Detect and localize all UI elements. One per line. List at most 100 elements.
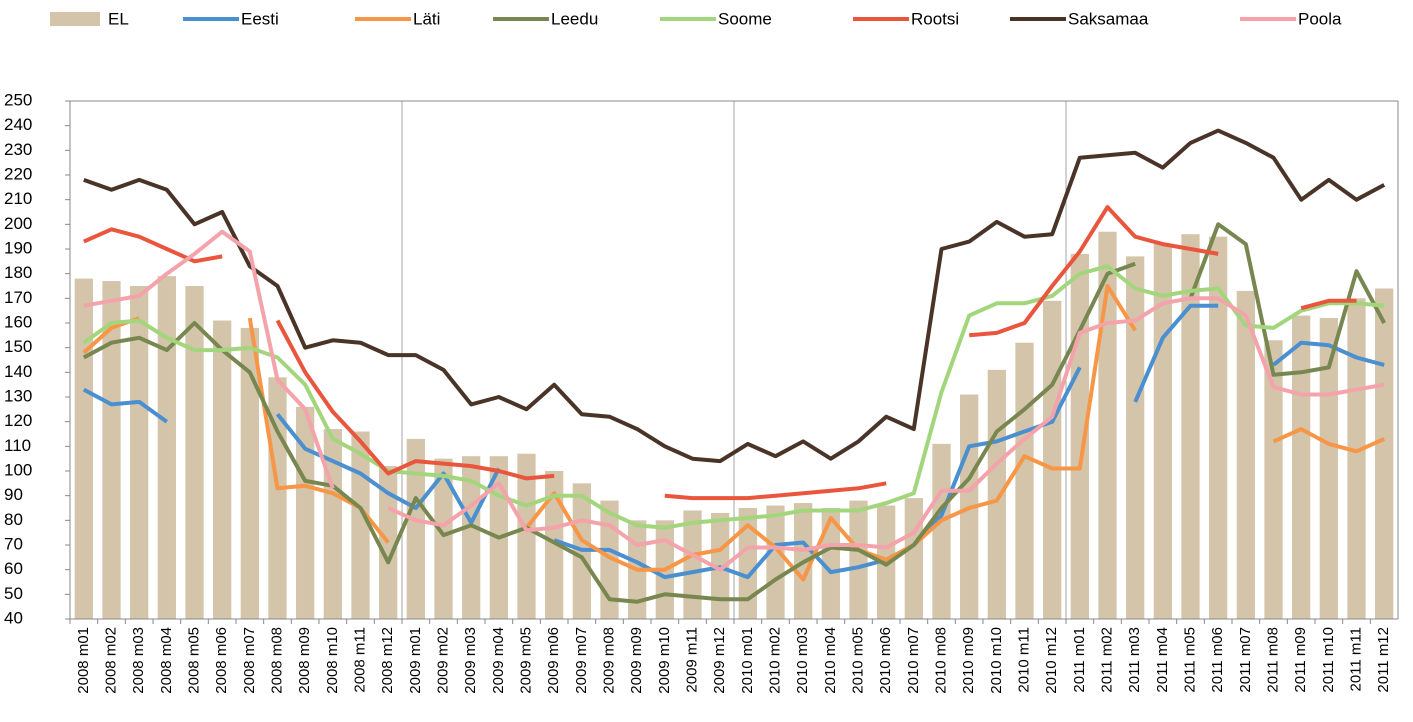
x-tick-label: 2011 m01	[1071, 627, 1088, 693]
bar	[932, 443, 951, 619]
bar	[821, 508, 840, 619]
y-tick-label: 150	[4, 337, 32, 356]
bar	[1292, 315, 1311, 619]
legend-label: Leedu	[551, 9, 598, 28]
bar	[1015, 342, 1034, 619]
x-tick-label: 2008 m05	[185, 627, 202, 694]
bar	[987, 369, 1006, 619]
x-tick-label: 2008 m10	[324, 627, 341, 694]
y-tick-label: 240	[4, 115, 32, 134]
x-tick-label: 2010 m05	[849, 627, 866, 694]
x-tick-label: 2008 m11	[351, 627, 368, 693]
x-tick-label: 2009 m09	[628, 627, 645, 694]
bar	[683, 510, 702, 619]
x-tick-label: 2008 m06	[213, 627, 230, 694]
bar	[1264, 340, 1283, 619]
y-tick-label: 210	[4, 189, 32, 208]
x-tick-label: 2010 m01	[739, 627, 756, 694]
bar	[1153, 244, 1172, 620]
x-tick-label: 2009 m10	[656, 627, 673, 694]
x-tick-label: 2008 m03	[130, 627, 147, 694]
y-tick-label: 80	[4, 510, 23, 529]
x-tick-label: 2008 m07	[241, 627, 258, 694]
x-tick-label: 2010 m08	[932, 627, 949, 694]
bar	[102, 281, 121, 619]
legend-label: Läti	[413, 9, 440, 28]
y-tick-label: 70	[4, 534, 23, 553]
bar	[1181, 234, 1200, 619]
y-tick-label: 50	[4, 584, 23, 603]
x-tick-label: 2010 m10	[988, 627, 1005, 694]
x-tick-label: 2011 m07	[1237, 627, 1254, 693]
bar	[1043, 300, 1062, 619]
legend-label: Rootsi	[911, 9, 959, 28]
x-tick-label: 2009 m03	[462, 627, 479, 694]
x-tick-label: 2011 m03	[1126, 627, 1143, 693]
x-tick-label: 2010 m03	[794, 627, 811, 694]
x-tick-label: 2011 m11	[1347, 627, 1364, 692]
x-tick-label: 2009 m11	[683, 627, 700, 693]
x-tick-label: 2011 m05	[1181, 627, 1198, 693]
bar	[157, 276, 176, 619]
y-tick-label: 170	[4, 288, 32, 307]
bar	[545, 471, 564, 619]
x-tick-label: 2009 m07	[573, 627, 590, 694]
x-tick-label: 2008 m09	[296, 627, 313, 694]
y-tick-label: 140	[4, 362, 32, 381]
line	[83, 128, 1386, 464]
x-tick-label: 2009 m05	[517, 627, 534, 694]
x-tick-label: 2008 m08	[268, 627, 285, 694]
y-tick-label: 250	[4, 90, 32, 109]
x-tick-label: 2009 m04	[490, 627, 507, 694]
x-tick-label: 2011 m10	[1320, 627, 1337, 693]
bar	[1126, 256, 1145, 619]
bar	[406, 438, 425, 619]
y-tick-label: 230	[4, 140, 32, 159]
bar	[517, 453, 536, 619]
bar	[240, 327, 259, 619]
x-tick-label: 2011 m06	[1209, 627, 1226, 693]
bar	[74, 278, 93, 619]
bar	[434, 458, 453, 619]
bar	[379, 466, 398, 619]
y-tick-label: 180	[4, 263, 32, 282]
legend-label: Poola	[1298, 9, 1342, 28]
x-tick-label: 2009 m02	[434, 627, 451, 694]
bar	[130, 286, 149, 619]
bar	[1209, 236, 1228, 619]
x-tick-label: 2008 m02	[102, 627, 119, 694]
bar	[849, 500, 868, 619]
line	[82, 222, 1386, 604]
bar	[766, 505, 785, 619]
bar	[904, 498, 923, 619]
y-tick-label: 220	[4, 164, 32, 183]
line	[83, 229, 1385, 572]
y-tick-label: 120	[4, 411, 32, 430]
bar	[213, 320, 232, 619]
y-tick-label: 100	[4, 460, 32, 479]
x-tick-label: 2009 m12	[711, 627, 728, 694]
x-tick-label: 2010 m07	[905, 627, 922, 694]
x-tick-label: 2008 m04	[158, 627, 175, 694]
x-tick-label: 2008 m12	[379, 627, 396, 694]
x-tick-label: 2010 m12	[1043, 627, 1060, 694]
x-tick-label: 2010 m09	[960, 627, 977, 694]
x-tick-label: 2010 m04	[822, 627, 839, 694]
x-tick-label: 2008 m01	[75, 627, 92, 694]
x-tick-label: 2011 m08	[1264, 627, 1281, 693]
x-tick-label: 2011 m09	[1292, 627, 1309, 693]
y-tick-label: 110	[4, 436, 31, 455]
y-tick-label: 160	[4, 312, 32, 331]
bar	[296, 406, 315, 619]
x-tick-label: 2010 m11	[1015, 627, 1032, 693]
line	[82, 284, 1386, 582]
legend-label: EL	[108, 9, 129, 28]
x-tick-label: 2010 m02	[766, 627, 783, 694]
y-tick-label: 200	[4, 214, 32, 233]
x-tick-label: 2011 m12	[1375, 627, 1392, 693]
bar	[1236, 290, 1255, 619]
legend-label: Eesti	[241, 9, 279, 28]
bar	[185, 286, 204, 619]
x-tick-label: 2010 m06	[877, 627, 894, 694]
